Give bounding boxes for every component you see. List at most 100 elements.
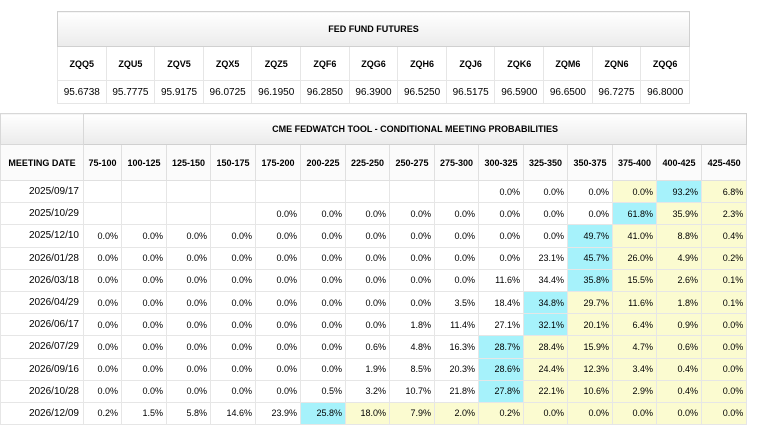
probability-cell: 2.0%	[434, 401, 479, 426]
probability-cell: 0.0%	[567, 202, 613, 226]
probability-cell: 23.1%	[523, 246, 568, 270]
futures-contract-code: ZQG6	[348, 46, 399, 81]
probability-cell: 0.0%	[434, 224, 479, 248]
probability-cell: 0.0%	[523, 224, 568, 248]
probability-cell: 0.6%	[656, 335, 702, 359]
probability-cell: 0.4%	[656, 379, 702, 403]
futures-contract-price: 96.5250	[397, 80, 447, 104]
probability-cell: 18.4%	[478, 290, 524, 315]
probability-cell: 32.1%	[523, 313, 568, 337]
probability-cell: 0.0%	[700, 401, 748, 426]
probability-cell: 4.8%	[389, 335, 435, 359]
probability-cell	[389, 179, 435, 204]
rate-range-header-row: MEETING DATE 75-100 100-125 125-150 150-175…	[0, 144, 748, 181]
probability-cell: 0.0%	[210, 290, 256, 315]
probability-cell: 21.8%	[434, 379, 479, 403]
probability-cell: 0.0%	[210, 357, 256, 381]
meeting-date: 2025/09/17	[0, 179, 84, 204]
probability-cell: 22.1%	[523, 379, 568, 403]
meeting-date: 2026/01/28	[0, 246, 84, 270]
probability-cell: 0.0%	[210, 246, 256, 270]
probability-cell: 0.2%	[83, 401, 122, 426]
probability-cell: 0.0%	[478, 224, 524, 248]
probability-cell: 0.0%	[300, 224, 346, 248]
futures-contract-price: 95.6738	[57, 80, 107, 104]
rate-range-header: 100-125	[121, 144, 167, 181]
probability-cell: 4.9%	[656, 246, 702, 270]
probability-cell: 0.0%	[612, 179, 657, 204]
probability-cell: 0.0%	[83, 224, 122, 248]
futures-contract-code: ZQH6	[397, 46, 447, 81]
probability-cell: 27.8%	[478, 379, 524, 403]
meeting-date: 2026/12/09	[0, 401, 84, 426]
probability-cell: 11.4%	[434, 313, 479, 337]
meeting-row: 2026/07/29 0.0% 0.0% 0.0% 0.0% 0.0% 0.0% 0.6% 4.…	[0, 335, 748, 359]
meeting-date: 2026/03/18	[0, 268, 84, 292]
probability-cell: 35.9%	[656, 202, 702, 226]
probability-cell: 1.8%	[389, 313, 435, 337]
probability-cell: 0.0%	[121, 246, 167, 270]
probability-cell: 0.1%	[700, 268, 748, 292]
fed-fund-futures-table: FED FUND FUTURES ZQQ5 ZQU5 ZQV5 ZQX5 ZQZ5 ZQF…	[57, 11, 690, 104]
rate-range-header: 425-450	[700, 144, 748, 181]
probability-cell: 8.8%	[656, 224, 702, 248]
rate-range-header: 250-275	[389, 144, 435, 181]
probability-cell: 0.0%	[83, 290, 122, 315]
probability-cell: 26.0%	[612, 246, 657, 270]
probability-cell: 0.0%	[389, 290, 435, 315]
probability-cell: 34.8%	[523, 290, 568, 315]
probability-cell: 24.4%	[523, 357, 568, 381]
probability-cell: 4.7%	[612, 335, 657, 359]
futures-contract-price: 96.0725	[202, 80, 253, 104]
probability-cell: 10.7%	[389, 379, 435, 403]
futures-contract-price: 96.2850	[300, 80, 350, 104]
meeting-row: 2026/06/17 0.0% 0.0% 0.0% 0.0% 0.0% 0.0% 0.0% 1.…	[0, 313, 748, 337]
probability-cell: 0.0%	[434, 202, 479, 226]
probability-cell: 3.5%	[434, 290, 479, 315]
rate-range-header: 150-175	[210, 144, 256, 181]
probability-cell: 6.8%	[700, 179, 748, 204]
probability-cell: 15.5%	[612, 268, 657, 292]
futures-contract-price: 96.7275	[591, 80, 642, 104]
probability-cell: 10.6%	[567, 379, 613, 403]
meeting-date: 2026/09/16	[0, 357, 84, 381]
probability-cell: 34.4%	[523, 268, 568, 292]
probability-cell	[121, 179, 167, 204]
futures-contract-code: ZQV5	[154, 46, 204, 81]
meeting-row: 2025/10/29 0.0% 0.0% 0.0% 0.0% 0.0% 0.0% 0.0% 0.…	[0, 202, 748, 226]
probability-cell: 93.2%	[656, 179, 702, 204]
probability-cell: 2.6%	[656, 268, 702, 292]
probability-cell: 16.3%	[434, 335, 479, 359]
meeting-date: 2025/12/10	[0, 224, 84, 248]
probability-cell: 0.0%	[300, 335, 346, 359]
probability-cell: 1.9%	[345, 357, 390, 381]
meeting-row: 2025/12/10 0.0% 0.0% 0.0% 0.0% 0.0% 0.0% 0.0% 0.…	[0, 224, 748, 248]
probability-cell: 0.0%	[121, 335, 167, 359]
probability-cell: 0.9%	[656, 313, 702, 337]
probability-cell: 0.2%	[478, 401, 524, 426]
probability-cell: 0.0%	[300, 268, 346, 292]
rate-range-header: 225-250	[345, 144, 390, 181]
probability-cell: 0.0%	[523, 179, 568, 204]
probability-cell: 0.0%	[567, 179, 613, 204]
probability-cell: 3.2%	[345, 379, 390, 403]
probability-cell: 0.0%	[434, 246, 479, 270]
probability-cell: 0.0%	[210, 268, 256, 292]
probability-cell: 41.0%	[612, 224, 657, 248]
probability-cell: 12.3%	[567, 357, 613, 381]
probability-cell	[83, 179, 122, 204]
futures-contract-code: ZQX5	[202, 46, 253, 81]
futures-contract-price: 96.3900	[348, 80, 399, 104]
probability-cell: 3.4%	[612, 357, 657, 381]
probability-cell: 0.0%	[345, 290, 390, 315]
probability-cell: 0.0%	[434, 268, 479, 292]
probability-cell: 0.0%	[166, 224, 211, 248]
rate-range-header: 200-225	[300, 144, 346, 181]
probability-cell: 0.0%	[166, 268, 211, 292]
rate-range-header: 275-300	[434, 144, 479, 181]
probability-cell: 0.4%	[656, 357, 702, 381]
probability-cell: 0.0%	[300, 202, 346, 226]
probability-cell: 0.0%	[478, 202, 524, 226]
probability-cell: 0.0%	[166, 246, 211, 270]
probability-cell: 0.0%	[121, 379, 167, 403]
